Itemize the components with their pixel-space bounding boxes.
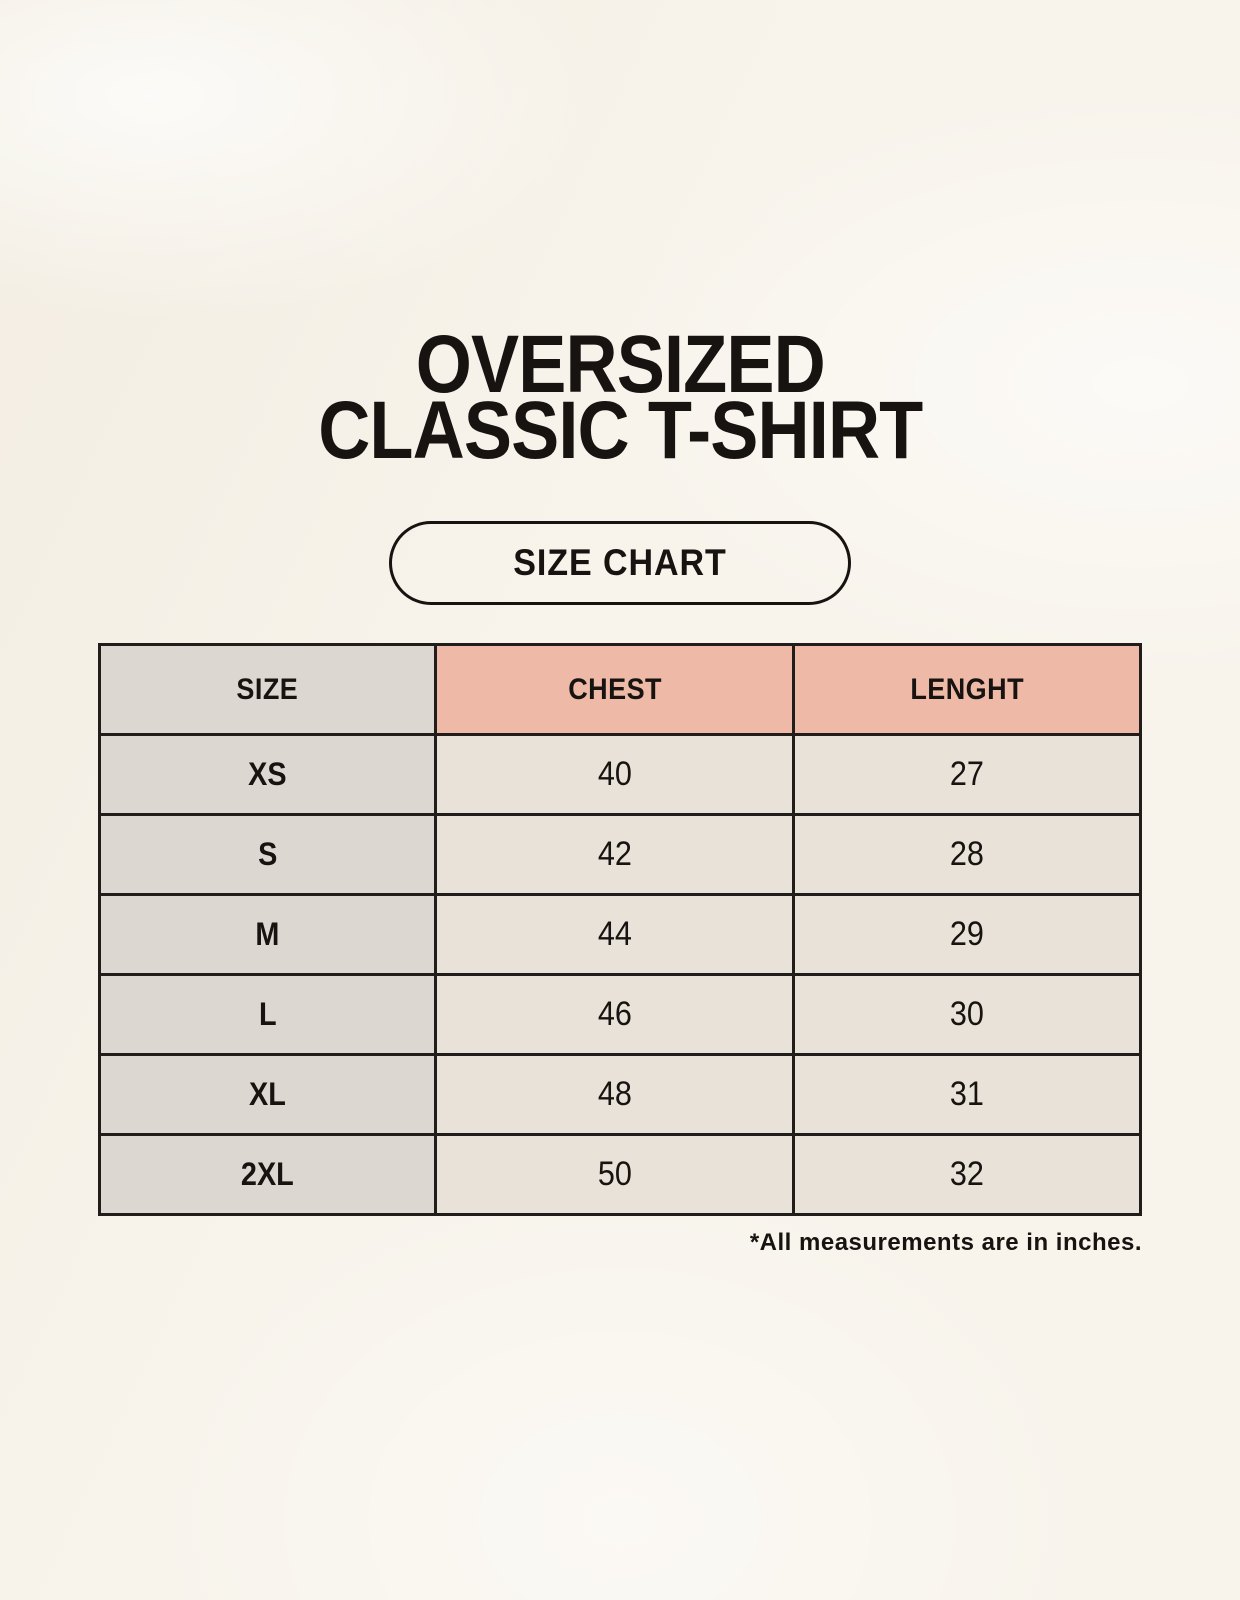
column-header-chest-label: CHEST [567,672,662,706]
chest-cell: 44 [434,893,796,976]
length-value: 27 [950,755,985,793]
size-label: 2XL [241,1156,295,1192]
measurements-footnote: *All measurements are in inches. [749,1229,1142,1256]
chest-cell: 46 [434,973,796,1056]
length-cell: 30 [792,973,1142,1056]
chest-cell: 50 [434,1133,796,1216]
chest-value: 50 [597,1155,632,1193]
size-chart-badge[interactable]: SIZE CHART [389,521,851,605]
size-cell: L [97,973,438,1056]
product-title: OVERSIZED CLASSIC T-SHIRT [317,319,923,476]
table-row: L 46 30 [97,973,1142,1056]
length-cell: 32 [792,1133,1142,1216]
length-cell: 28 [792,813,1142,896]
size-label: XS [248,756,287,792]
column-header-size-label: SIZE [236,672,299,706]
chest-value: 42 [597,835,632,873]
chest-value: 40 [597,755,632,793]
size-label: XL [249,1076,287,1112]
table-row: M 44 29 [97,893,1142,976]
column-header-chest: CHEST [434,643,796,736]
size-cell: XS [97,733,438,816]
table-row: 2XL 50 32 [97,1133,1142,1216]
size-cell: S [97,813,438,896]
length-cell: 31 [792,1053,1142,1136]
column-header-length: LENGHT [792,643,1142,736]
length-value: 29 [950,915,985,953]
length-value: 28 [950,835,985,873]
table-row: S 42 28 [97,813,1142,896]
length-value: 30 [950,995,985,1033]
chest-cell: 40 [434,733,796,816]
length-value: 31 [950,1075,985,1113]
size-cell: XL [97,1053,438,1136]
size-label: L [258,996,277,1032]
chest-cell: 48 [434,1053,796,1136]
chest-value: 48 [597,1075,632,1113]
product-title-line2: CLASSIC T-SHIRT [317,385,923,476]
chest-value: 46 [597,995,632,1033]
length-cell: 27 [792,733,1142,816]
size-chart-table: SIZE CHEST LENGHT XS 40 27 S 42 28 M 44 … [97,643,1142,1216]
product-title-line1: OVERSIZED [415,319,825,410]
size-label: M [255,916,280,952]
column-header-length-label: LENGHT [910,672,1025,706]
size-cell: 2XL [97,1133,438,1216]
table-header-row: SIZE CHEST LENGHT [97,643,1142,736]
length-cell: 29 [792,893,1142,976]
size-chart-badge-label: SIZE CHART [513,542,727,583]
size-label: S [258,836,278,872]
size-cell: M [97,893,438,976]
table-row: XL 48 31 [97,1053,1142,1136]
length-value: 32 [950,1155,985,1193]
column-header-size: SIZE [97,643,438,736]
chest-value: 44 [597,915,632,953]
table-row: XS 40 27 [97,733,1142,816]
chest-cell: 42 [434,813,796,896]
